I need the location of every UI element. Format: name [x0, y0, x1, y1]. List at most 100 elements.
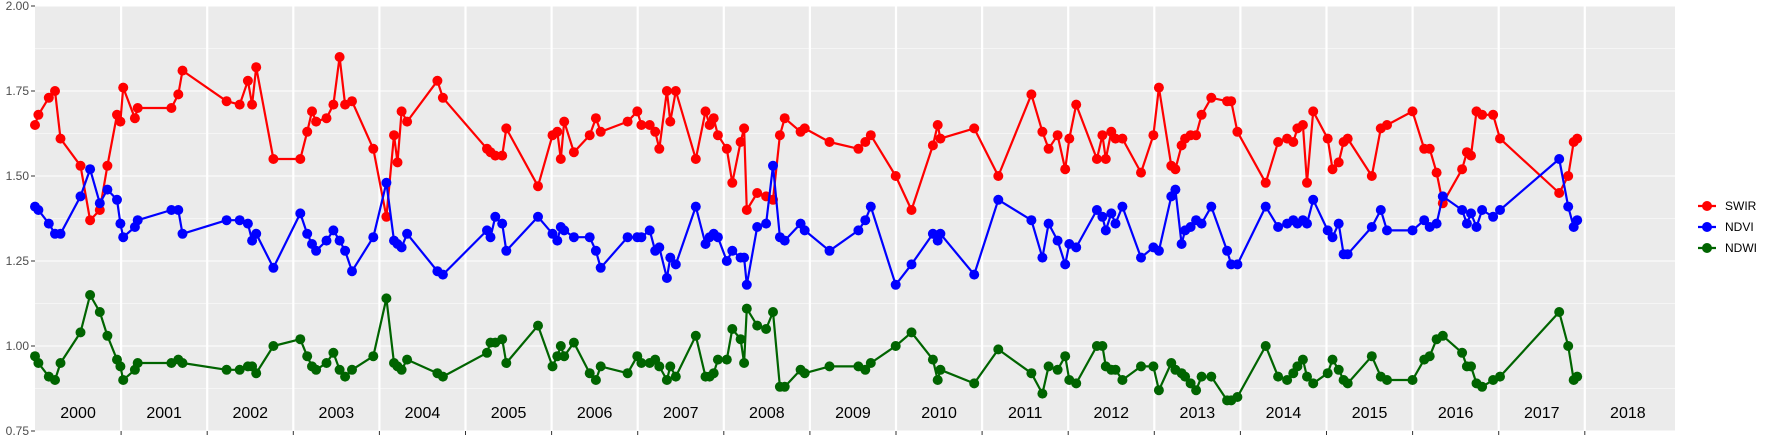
data-point-ndwi	[1185, 378, 1196, 389]
data-point-swir	[30, 120, 40, 130]
data-point-ndvi	[595, 262, 606, 273]
data-point-ndwi	[347, 364, 357, 375]
data-point-swir	[497, 150, 508, 161]
data-point-ndwi	[860, 364, 871, 375]
data-point-swir	[721, 143, 732, 154]
data-point-ndvi	[1572, 215, 1583, 226]
data-point-ndvi	[33, 205, 44, 215]
data-point-ndwi	[568, 337, 579, 348]
data-point-swir	[392, 157, 403, 168]
data-point-ndwi	[741, 303, 752, 314]
data-point-swir	[234, 99, 245, 110]
year-label: 2012	[1093, 405, 1129, 422]
data-point-swir	[1191, 130, 1202, 141]
data-point-swir	[247, 99, 258, 110]
data-point-swir	[85, 215, 96, 226]
data-point-ndvi	[381, 177, 392, 188]
data-point-ndvi	[112, 194, 122, 205]
data-point-ndvi	[1431, 218, 1442, 229]
data-point-ndwi	[118, 375, 129, 385]
data-point-ndvi	[1437, 191, 1448, 202]
data-point-ndwi	[1342, 378, 1353, 389]
data-point-ndvi	[368, 232, 379, 243]
data-point-swir	[50, 86, 60, 96]
data-point-ndvi	[1461, 218, 1472, 229]
data-point-ndvi	[1327, 232, 1338, 243]
data-point-swir	[690, 154, 701, 164]
data-point-ndvi	[590, 245, 601, 256]
data-point-swir	[295, 154, 306, 164]
data-point-ndvi	[661, 273, 672, 283]
data-point-swir	[1431, 167, 1442, 178]
data-point-ndwi	[302, 351, 313, 362]
data-point-swir	[661, 86, 672, 96]
data-point-ndwi	[1191, 385, 1202, 396]
data-point-ndwi	[927, 354, 938, 365]
data-point-ndvi	[1136, 252, 1146, 263]
data-point-ndvi	[437, 269, 448, 280]
data-point-ndwi	[690, 330, 701, 341]
data-point-swir	[552, 126, 563, 137]
data-point-ndwi	[1572, 371, 1583, 382]
data-point-swir	[1322, 133, 1333, 144]
data-point-swir	[1308, 106, 1319, 117]
data-point-swir	[173, 89, 184, 100]
data-point-ndvi	[670, 259, 681, 270]
legend-key-point	[1702, 222, 1712, 232]
data-point-swir	[1100, 154, 1111, 164]
data-point-swir	[132, 103, 143, 113]
data-point-ndwi	[368, 351, 379, 362]
data-point-ndwi	[890, 341, 901, 351]
data-point-ndvi	[1170, 184, 1181, 195]
data-point-swir	[906, 205, 917, 215]
data-point-ndvi	[552, 235, 563, 246]
data-point-swir	[654, 143, 665, 154]
data-point-ndwi	[559, 351, 570, 362]
data-point-ndvi	[752, 222, 763, 232]
data-point-ndwi	[1292, 361, 1303, 372]
data-point-ndvi	[712, 232, 723, 243]
data-point-swir	[700, 106, 711, 117]
data-point-ndwi	[497, 334, 508, 345]
data-point-ndwi	[935, 364, 946, 375]
data-point-ndwi	[437, 371, 448, 382]
data-point-ndwi	[1297, 354, 1308, 365]
data-point-ndwi	[555, 341, 566, 351]
data-point-swir	[712, 130, 723, 141]
data-point-ndwi	[50, 375, 60, 385]
y-tick-label: 1.00	[6, 339, 30, 353]
data-point-ndwi	[1148, 361, 1159, 372]
data-point-swir	[853, 143, 864, 154]
year-labels: 2000 2001 2002 2003 2004 2005 2006 2007 2008 2009…	[60, 405, 1645, 422]
data-point-swir	[347, 96, 357, 107]
data-point-ndwi	[993, 344, 1004, 355]
data-point-swir	[118, 82, 129, 93]
data-point-swir	[622, 116, 633, 127]
data-point-ndvi	[328, 225, 339, 236]
data-point-ndvi	[295, 208, 306, 219]
data-point-ndwi	[334, 364, 345, 375]
data-point-ndvi	[1222, 245, 1233, 256]
data-point-swir	[824, 137, 835, 147]
data-point-ndwi	[1043, 361, 1054, 372]
data-point-ndvi	[1100, 225, 1111, 236]
data-point-ndwi	[295, 334, 306, 345]
data-point-swir	[927, 140, 938, 151]
data-point-ndwi	[969, 378, 980, 389]
data-point-ndvi	[622, 232, 633, 243]
data-point-ndwi	[132, 358, 143, 368]
series-ndvi	[30, 154, 1583, 290]
data-point-ndvi	[402, 228, 413, 239]
data-point-swir	[328, 99, 339, 110]
data-point-ndvi	[1196, 218, 1207, 229]
data-point-ndwi	[1180, 371, 1191, 382]
data-point-ndvi	[497, 218, 508, 229]
data-point-swir	[1064, 133, 1075, 144]
data-point-ndvi	[1232, 259, 1243, 270]
data-point-ndwi	[221, 364, 232, 375]
data-point-swir	[774, 130, 785, 141]
data-point-ndwi	[311, 364, 322, 375]
data-point-ndvi	[1097, 211, 1108, 222]
data-point-swir	[166, 103, 177, 113]
